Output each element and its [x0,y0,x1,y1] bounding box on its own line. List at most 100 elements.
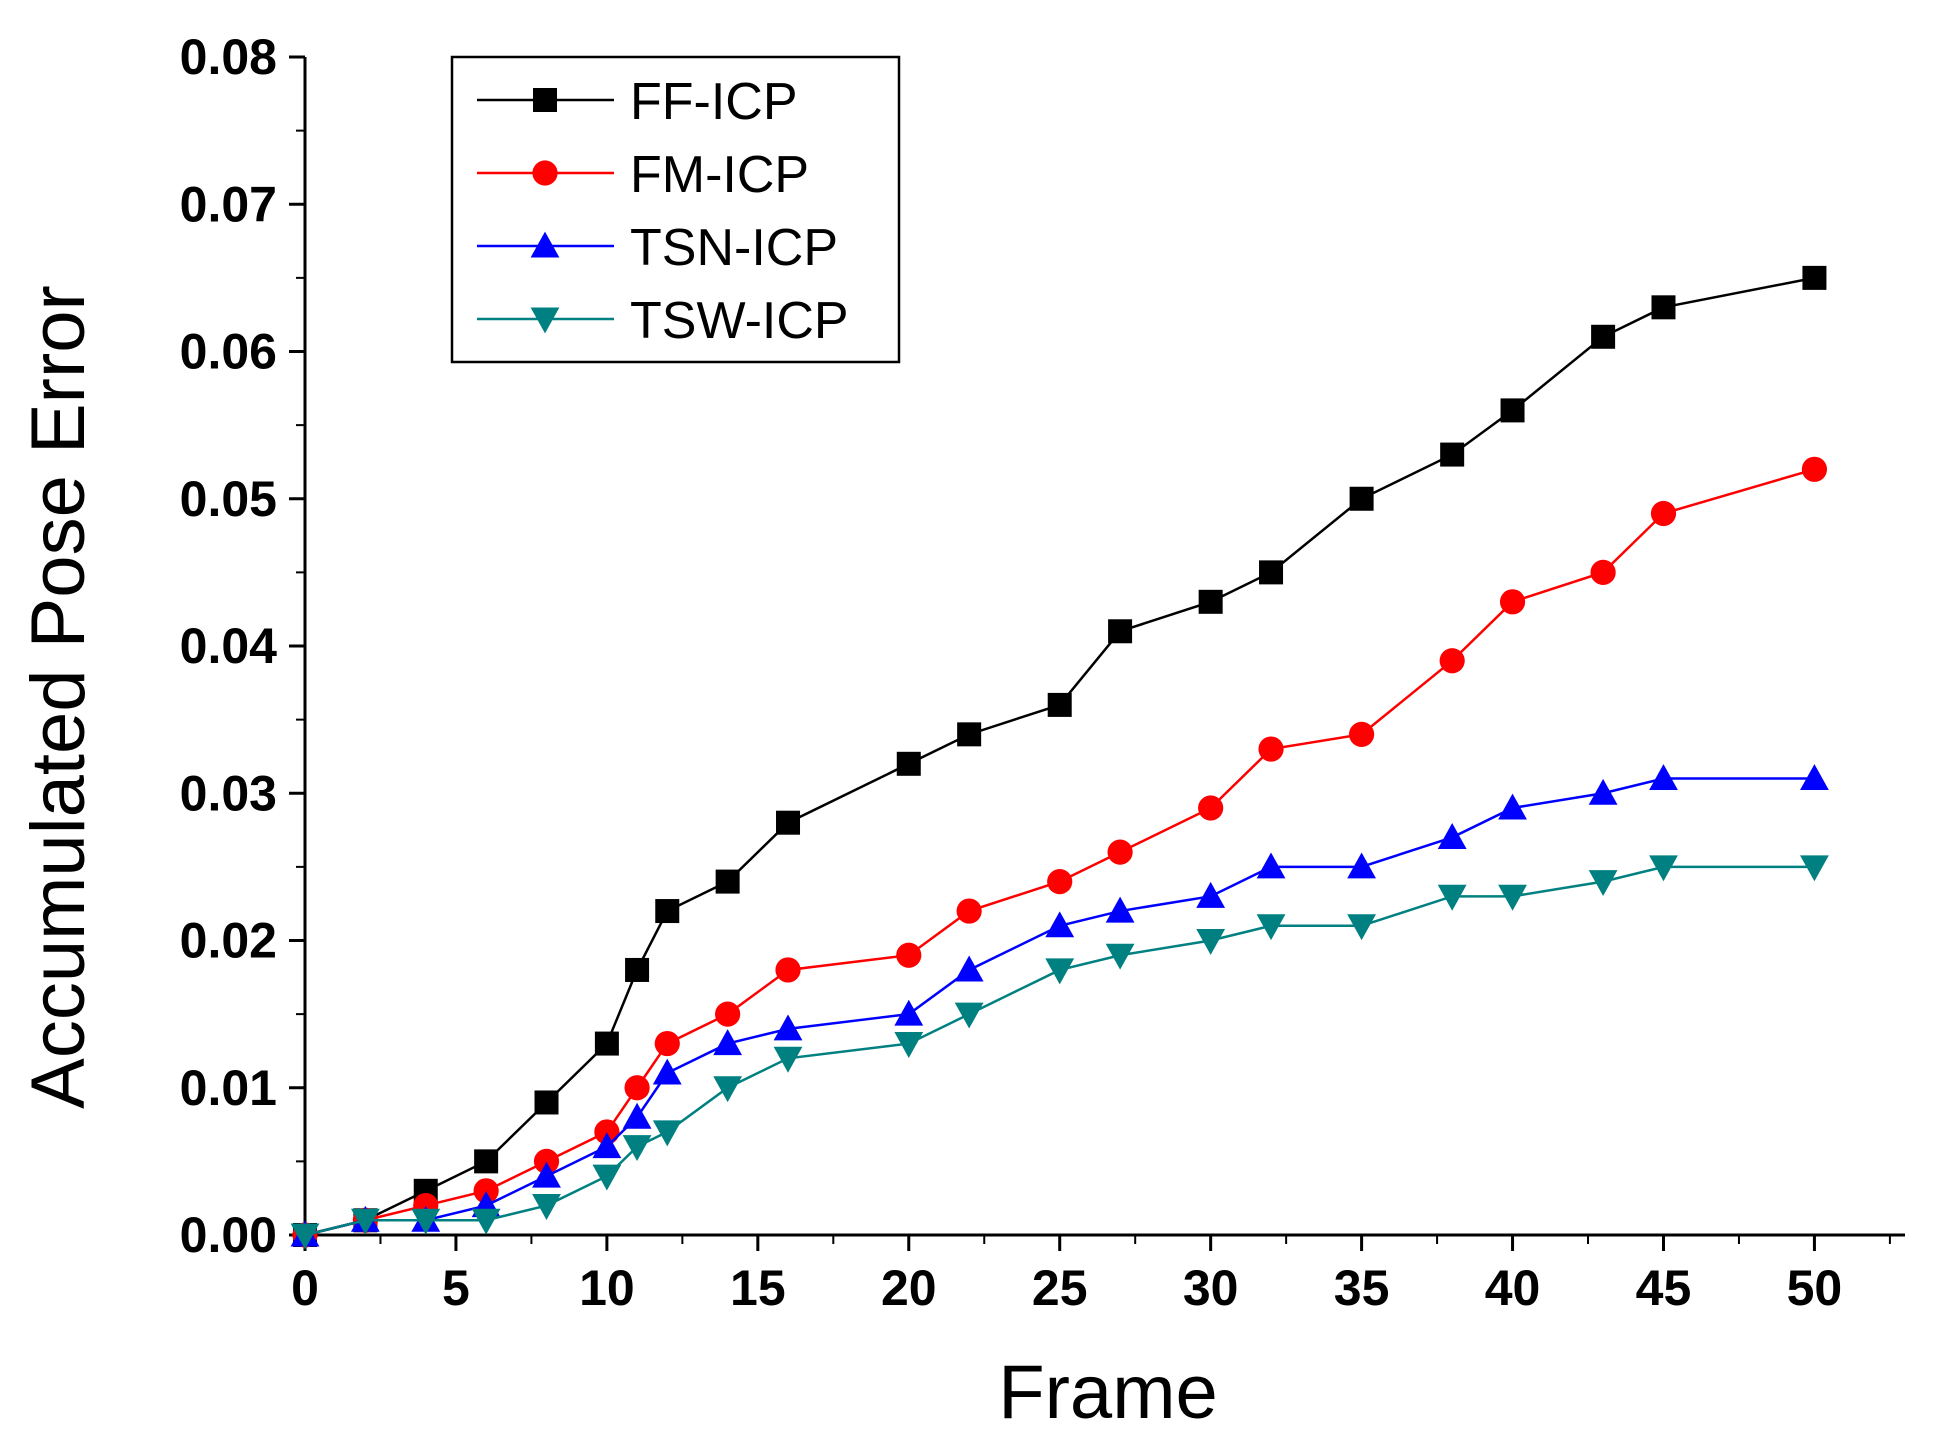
data-point [1590,559,1616,585]
axes: 0.00 0.01 0.02 0.03 0.04 0.05 0.06 0.07 0.08 0 5 10… [180,29,1905,1316]
data-point [1107,839,1133,865]
data-point [954,955,984,982]
series-line [304,276,1815,1237]
x-tick-label: 10 [579,1260,635,1316]
data-point [625,957,650,982]
data-point [954,1002,984,1029]
data-point [1440,442,1465,467]
data-point [1802,265,1827,290]
data-point [654,1030,680,1057]
data-point [1800,764,1829,791]
data-point [773,1014,803,1041]
data-point [1439,648,1465,674]
data-point [1437,884,1467,911]
legend-box [450,55,901,364]
data-point [1347,852,1377,879]
series-ff-icp [293,265,1827,1247]
data-point [1349,721,1375,747]
legend-entry: FF-ICP [477,73,798,131]
data-point [1437,823,1467,849]
data-point [1258,736,1284,762]
legend-marker [532,160,558,186]
data-point [1105,943,1135,970]
data-point [594,1119,620,1145]
x-tick-label: 5 [442,1260,470,1316]
data-point [894,999,924,1026]
data-point [1649,855,1678,882]
x-tick-label: 20 [881,1260,937,1316]
data-point [1256,914,1286,941]
data-point [775,957,801,983]
series-tsw-icp [290,855,1829,1250]
data-point [592,1132,622,1159]
data-point [894,1032,924,1058]
x-tick-label: 50 [1787,1260,1843,1316]
data-point [1588,778,1618,805]
data-point [1105,896,1135,923]
legend-marker [530,231,560,258]
data-point [473,1178,499,1204]
series-line [304,468,1815,1237]
data-point [1498,793,1527,820]
x-tick-label: 45 [1636,1260,1692,1316]
series-fm-icp [292,456,1828,1248]
data-point [1045,958,1075,985]
data-point [1499,589,1526,615]
data-point [1651,295,1676,320]
data-point [534,1090,559,1115]
data-point [290,1223,320,1250]
data-point [1198,589,1223,614]
data-point [652,1058,682,1085]
legend-entry: TSN-ICP [477,219,838,277]
data-point [715,869,740,894]
x-tick-label: 30 [1183,1260,1239,1316]
y-tick-label: 0.04 [180,618,278,674]
data-point [1196,928,1226,955]
data-point [956,898,982,924]
data-point [1588,870,1618,896]
data-point [1800,855,1829,882]
data-point [1500,398,1525,423]
data-point [896,751,921,776]
data-point [411,1208,441,1235]
legend-entry: TSW-ICP [477,292,849,350]
series-line [304,865,1815,1237]
y-tick-label: 0.02 [180,913,277,969]
data-point [1196,881,1226,908]
data-point [624,1075,650,1101]
x-tick-label: 25 [1032,1260,1088,1316]
legend: FF-ICP FM-ICP TSN-ICP TSW-ICP [450,55,901,364]
y-tick-label: 0.00 [180,1207,277,1263]
data-point [532,1161,561,1188]
data-point [713,1029,743,1056]
data-point [1047,869,1073,895]
data-point [957,722,982,747]
legend-label: FM-ICP [630,146,809,204]
legend-label: TSW-ICP [630,292,849,350]
data-point [350,1208,380,1235]
series-layer [290,265,1829,1250]
data-point [1498,884,1527,911]
x-tick-label: 0 [291,1260,319,1316]
data-point [474,1149,499,1174]
data-point [592,1164,622,1191]
data-point [713,1076,743,1103]
data-point [533,1148,560,1174]
data-point [1108,619,1133,644]
data-point [1198,795,1224,821]
data-point [1591,324,1616,349]
y-tick-label: 0.01 [180,1060,277,1116]
data-point [622,1102,652,1129]
y-tick-label: 0.03 [180,765,277,821]
y-tick-label: 0.08 [180,29,277,85]
data-point [1045,911,1075,938]
data-point [594,1031,619,1056]
data-point [773,1046,803,1073]
data-point [532,1194,561,1220]
legend-entry: FM-ICP [477,146,809,204]
legend-label: FF-ICP [630,73,798,131]
data-point [715,1001,741,1027]
data-point [1347,914,1377,941]
legend-label: TSN-ICP [630,219,838,277]
